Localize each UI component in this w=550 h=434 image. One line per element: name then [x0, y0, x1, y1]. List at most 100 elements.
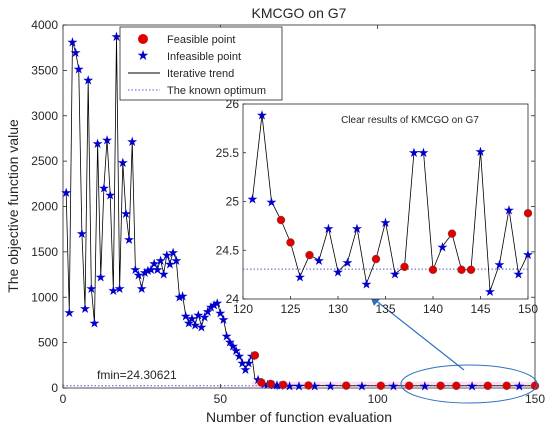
- infeasible-point: ★: [183, 316, 195, 331]
- x-axis-label: Number of function evaluation: [206, 409, 392, 425]
- legend-infeasible-label: Infeasible point: [167, 51, 241, 63]
- inset-y-tick-label: 24: [226, 292, 240, 306]
- infeasible-point: ★: [114, 281, 126, 296]
- infeasible-point: ★: [356, 379, 368, 394]
- inset-trend-line: [252, 114, 529, 292]
- infeasible-point: ★: [284, 378, 296, 393]
- feasible-point: [502, 381, 511, 390]
- inset-infeasible-point: ★: [323, 221, 335, 236]
- inset-x-tick-label: 130: [328, 302, 348, 316]
- inset-infeasible-point: ★: [418, 145, 430, 160]
- infeasible-point: ★: [136, 281, 148, 296]
- inset-marks: ★★★★★★★★★★★★★★★★★★★★★: [243, 108, 534, 299]
- legend-feasible-marker: [138, 34, 148, 44]
- infeasible-point: ★: [309, 379, 321, 394]
- inset-infeasible-point: ★: [475, 144, 487, 159]
- infeasible-point: ★: [419, 379, 431, 394]
- inset-x-tick-label: 135: [375, 302, 395, 316]
- infeasible-point: ★: [233, 348, 245, 363]
- inset-y-tick-label: 24.5: [216, 243, 240, 257]
- y-tick-label: 1500: [31, 245, 58, 259]
- infeasible-point: ★: [92, 136, 104, 151]
- feasible-point: [279, 380, 288, 390]
- legend-trend-label: Iterative trend: [167, 68, 234, 80]
- inset-infeasible-point: ★: [247, 192, 259, 207]
- infeasible-point: ★: [89, 316, 101, 331]
- infeasible-point: ★: [325, 379, 337, 394]
- infeasible-point: ★: [186, 311, 198, 326]
- infeasible-point: ★: [117, 155, 129, 170]
- legend: Feasible point ★ Infeasible point Iterat…: [119, 26, 283, 101]
- infeasible-point: ★: [227, 338, 239, 353]
- inset-infeasible-point: ★: [380, 215, 392, 230]
- y-tick-label: 0: [51, 381, 58, 395]
- infeasible-point: ★: [252, 372, 264, 387]
- infeasible-point: ★: [388, 379, 400, 394]
- inset-infeasible-point: ★: [513, 267, 525, 282]
- infeasible-point: ★: [85, 281, 97, 296]
- feasible-point: [250, 351, 260, 360]
- infeasible-point: ★: [139, 265, 151, 280]
- y-tick-label: 3000: [31, 109, 58, 123]
- inset-infeasible-point: ★: [522, 247, 534, 262]
- infeasible-point: ★: [208, 298, 220, 313]
- inset-infeasible-point: ★: [361, 276, 373, 291]
- inset-y-tick-label: 25.5: [216, 146, 240, 160]
- infeasible-point: ★: [192, 307, 204, 322]
- infeasible-point: ★: [133, 268, 145, 283]
- inset-feasible-point: [371, 254, 381, 264]
- infeasible-point: ★: [218, 312, 230, 327]
- inset-last-feasible-point: [523, 208, 533, 218]
- inset-x-tick-label: 145: [470, 302, 490, 316]
- inset-infeasible-point: ★: [294, 270, 306, 285]
- infeasible-point: ★: [180, 308, 192, 323]
- infeasible-point: ★: [70, 45, 82, 60]
- infeasible-point: ★: [63, 305, 75, 320]
- y-tick-label: 1000: [31, 290, 58, 304]
- inset-x-tick-label: 120: [233, 302, 253, 316]
- inset-infeasible-point: ★: [494, 257, 506, 272]
- inset-feasible-point: [286, 238, 295, 247]
- inset-feasible-point: [466, 265, 476, 274]
- inset-infeasible-point: ★: [389, 267, 401, 282]
- fmin-annotation: fmin=24.30621: [97, 368, 177, 382]
- inset-y-tick-label: 26: [226, 97, 240, 111]
- near-optimum-band: [251, 381, 536, 388]
- feasible-point: [436, 381, 445, 390]
- infeasible-point: ★: [145, 262, 157, 277]
- main-title: KMCGO on G7: [252, 5, 347, 21]
- infeasible-point: ★: [101, 132, 113, 147]
- inset-x-tick-label: 150: [518, 302, 538, 316]
- infeasible-point: ★: [174, 289, 186, 304]
- feasible-point: [483, 381, 492, 390]
- infeasible-point: ★: [142, 263, 154, 278]
- legend-feasible-label: Feasible point: [167, 34, 236, 46]
- infeasible-point: ★: [126, 134, 138, 149]
- inset-x-tick-label: 140: [423, 302, 443, 316]
- feasible-point: [404, 381, 414, 390]
- inset-title: Clear results of KMCGO on G7: [341, 115, 479, 126]
- infeasible-point: ★: [211, 296, 223, 311]
- infeasible-point: ★: [170, 253, 182, 268]
- legend-optimum-label: The known optimum: [167, 85, 266, 97]
- infeasible-point: ★: [158, 267, 170, 282]
- infeasible-point: ★: [130, 262, 142, 277]
- infeasible-point: ★: [177, 288, 189, 303]
- feasible-point: [342, 381, 351, 390]
- inset-infeasible-point: ★: [266, 195, 278, 210]
- infeasible-point: ★: [271, 377, 283, 392]
- feasible-point: [304, 381, 313, 390]
- infeasible-point: ★: [205, 299, 217, 314]
- infeasible-point: ★: [202, 304, 214, 319]
- infeasible-point: ★: [73, 62, 85, 77]
- infeasible-point: ★: [104, 188, 116, 203]
- inset-infeasible-point: ★: [437, 239, 449, 254]
- inset-feasible-point: [457, 265, 466, 274]
- inset-x-tick-label: 125: [280, 302, 300, 316]
- y-tick-label: 4000: [31, 18, 58, 32]
- infeasible-point: ★: [164, 257, 176, 272]
- inset-infeasible-point: ★: [313, 253, 325, 268]
- inset-ticks: 120 125 130 135 140 145 150 24 24.5 25 25.5 26: [216, 97, 539, 316]
- x-tick-label: 150: [525, 392, 545, 406]
- inset-infeasible-point: ★: [503, 202, 515, 217]
